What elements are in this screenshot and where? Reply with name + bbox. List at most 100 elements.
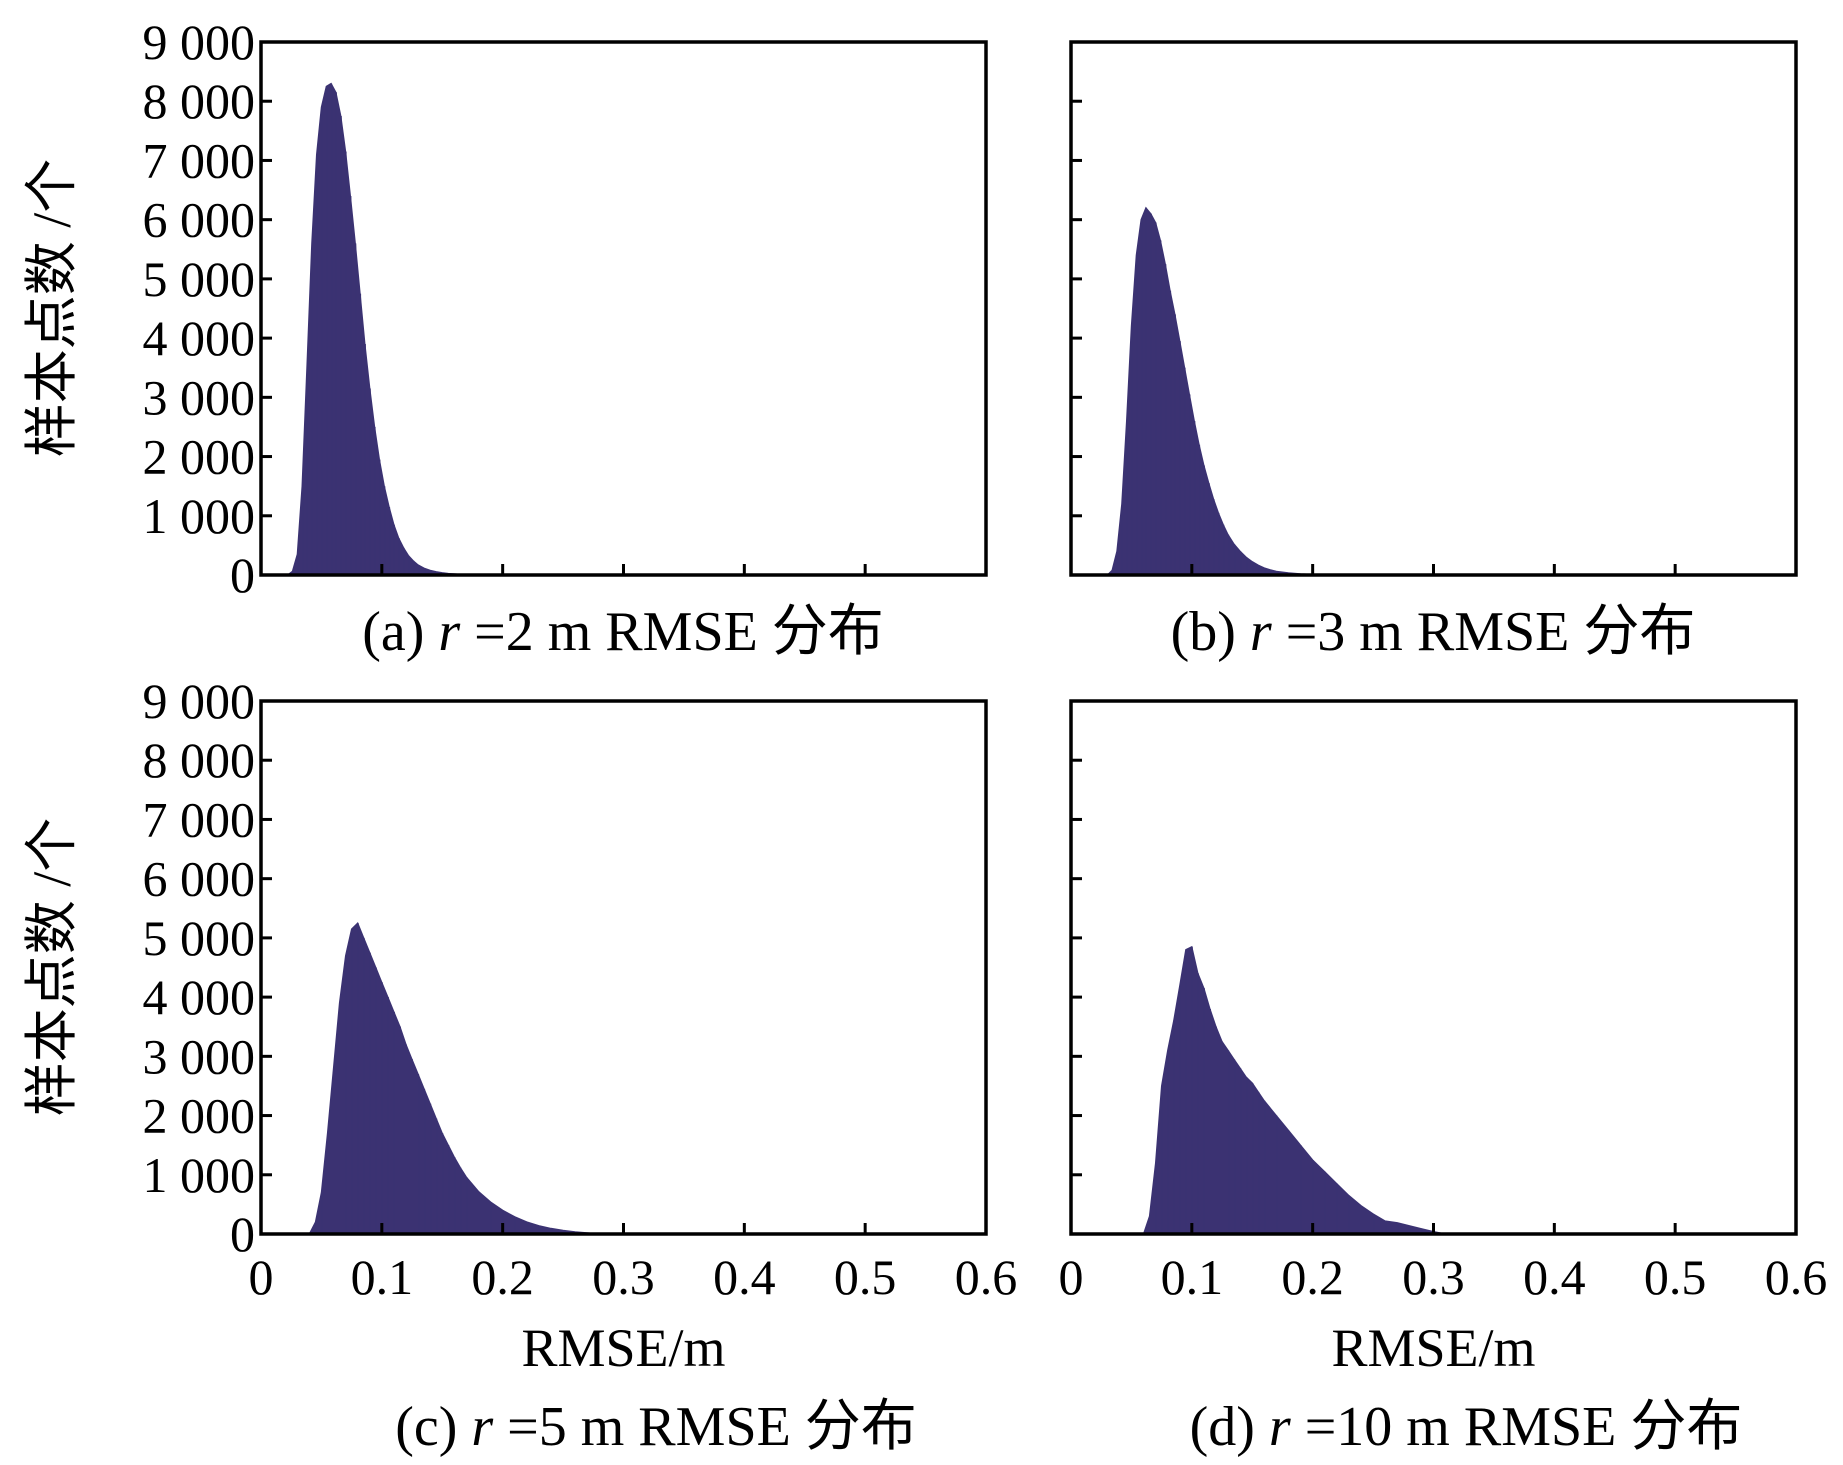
histogram-bin <box>1397 1222 1399 1234</box>
histogram-bin <box>408 555 410 575</box>
histogram-bin <box>393 1011 395 1234</box>
histogram-bin <box>454 1157 456 1234</box>
histogram-bin <box>1288 1130 1290 1234</box>
histogram-bin <box>375 967 377 1234</box>
histogram-bin <box>502 1210 504 1234</box>
histogram-bin <box>478 1191 480 1234</box>
histogram-bin <box>1167 1050 1169 1234</box>
histogram-bin <box>1208 483 1210 575</box>
caption-prefix: (c) <box>395 1396 471 1458</box>
histogram-bin <box>1234 1059 1236 1234</box>
histogram-bin <box>345 151 347 575</box>
histogram-bin <box>466 1177 468 1234</box>
histogram-bin <box>1348 1195 1350 1234</box>
histogram-bin <box>387 997 389 1234</box>
histogram-bin <box>350 196 352 575</box>
histogram-bin <box>333 1068 335 1234</box>
histogram-bin <box>357 923 359 1234</box>
histogram-bin <box>1194 421 1196 575</box>
histogram-bin <box>406 1044 407 1234</box>
histogram-bin <box>1258 1091 1260 1234</box>
y-tick-label: 7 000 <box>143 791 256 847</box>
histogram-bin <box>1300 1145 1302 1234</box>
histogram-bin <box>563 1230 565 1234</box>
histogram-bin <box>413 560 415 575</box>
caption-suffix: =2 m RMSE 分布 <box>460 601 884 663</box>
histogram-bin <box>1246 557 1248 575</box>
y-tick-label: 9 000 <box>143 14 256 70</box>
histogram-bin <box>384 486 386 575</box>
x-tick-label: 0.3 <box>1402 1249 1465 1305</box>
histogram-bin <box>1213 499 1215 575</box>
x-tick-label: 0.6 <box>1765 1249 1828 1305</box>
histogram-bin <box>364 344 366 575</box>
histogram-bin <box>1228 1050 1230 1234</box>
y-tick-label: 8 000 <box>143 73 256 129</box>
histogram-bin <box>393 524 395 575</box>
histogram-bin <box>490 1202 492 1234</box>
histogram-bin <box>1409 1225 1411 1234</box>
y-tick-label: 4 000 <box>143 310 256 366</box>
panel-caption: (c) r =5 m RMSE 分布 <box>395 1396 917 1458</box>
histogram-bin <box>326 86 328 576</box>
histogram-bin <box>1218 512 1220 575</box>
histogram-bin <box>424 568 426 575</box>
histogram-bin <box>1173 1020 1175 1234</box>
histogram-bin <box>1179 341 1181 575</box>
histogram-bin <box>1228 534 1230 575</box>
x-tick-label: 0.4 <box>713 1249 776 1305</box>
x-tick-label: 0.1 <box>351 1249 414 1305</box>
histogram-bin <box>297 554 299 575</box>
histogram-bin <box>398 538 400 575</box>
histogram-bin <box>1246 1077 1248 1234</box>
histogram-bin <box>1131 326 1133 575</box>
histogram-bin <box>1116 551 1118 575</box>
histogram-bin <box>302 486 304 575</box>
y-tick-label: 3 000 <box>143 369 256 425</box>
histogram-bin <box>374 426 376 575</box>
y-tick-label: 2 000 <box>143 429 256 485</box>
caption-prefix: (d) <box>1190 1396 1269 1458</box>
histogram-bin <box>1203 465 1205 575</box>
histogram-bin <box>1421 1228 1423 1234</box>
histogram-area-b <box>1105 206 1337 576</box>
caption-suffix: =5 m RMSE 分布 <box>493 1396 917 1458</box>
caption-prefix: (b) <box>1171 601 1250 663</box>
histogram-bin <box>418 564 420 575</box>
histogram-bin <box>1312 1160 1314 1234</box>
histogram-bin <box>1165 264 1167 575</box>
histogram-bin <box>1145 207 1147 576</box>
histogram-bin <box>436 1118 438 1234</box>
histogram-bin <box>460 1167 462 1234</box>
histogram-bin <box>1191 946 1193 1234</box>
histogram-bin <box>551 1228 552 1234</box>
y-tick-label: 1 000 <box>143 488 256 544</box>
histogram-bin <box>1155 222 1157 575</box>
y-tick-label: 7 000 <box>143 132 256 188</box>
histogram-bin <box>1185 949 1187 1234</box>
histogram-bin <box>418 1074 420 1234</box>
histogram-bin <box>1385 1221 1387 1234</box>
y-tick-label: 5 000 <box>143 910 256 966</box>
x-tick-label: 0.1 <box>1161 1249 1224 1305</box>
caption-variable: r <box>1250 601 1272 663</box>
x-tick-label: 0.2 <box>471 1249 534 1305</box>
histogram-bin <box>1336 1183 1338 1234</box>
histogram-bin <box>1121 503 1123 575</box>
panel-b: (b) r =3 m RMSE 分布 <box>1069 40 1798 663</box>
histogram-bin <box>381 982 383 1234</box>
histogram-bin <box>1155 1162 1157 1234</box>
histogram-bin <box>389 506 391 575</box>
x-tick-label: 0 <box>1059 1249 1084 1305</box>
panel-d: 0 0.1 0.2 0.3 0.4 0.5 0.6 RMSE/m (d) r =10 m RMS… <box>1059 699 1828 1458</box>
y-tick-label: 0 <box>230 547 255 603</box>
histogram-bin <box>1136 255 1138 575</box>
y-tick-label: 6 000 <box>143 851 256 907</box>
x-axis-title: RMSE/m <box>521 1318 725 1378</box>
histogram-bin <box>1222 1041 1223 1234</box>
histogram-bin <box>1234 544 1236 575</box>
y-tick-label: 9 000 <box>143 673 256 729</box>
caption-variable: r <box>1269 1396 1291 1458</box>
histogram-bin <box>335 92 337 576</box>
